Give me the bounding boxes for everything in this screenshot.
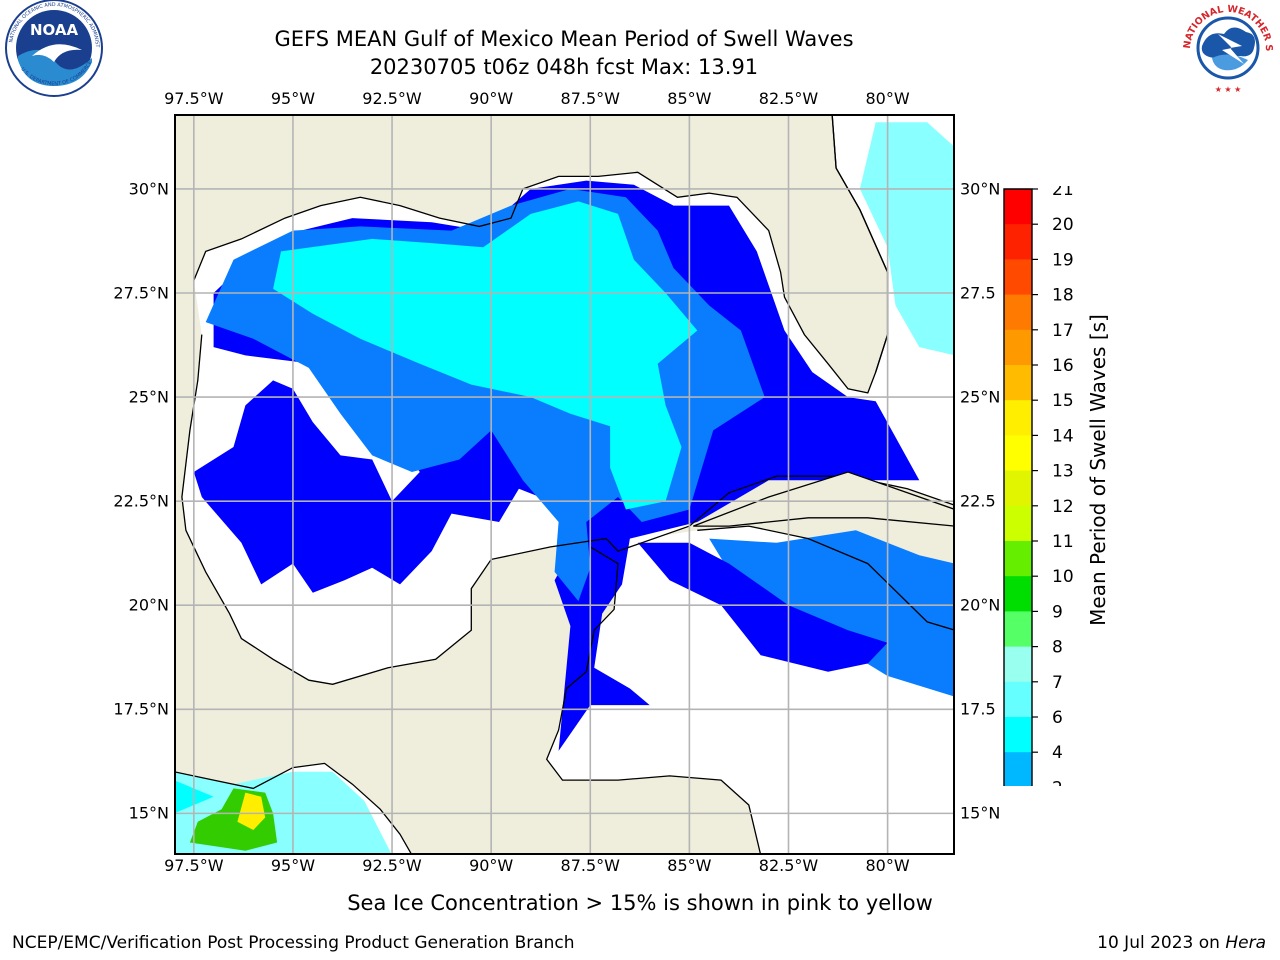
lat-tick-label-right: 17.5 [960, 699, 996, 719]
pacific-coastline [174, 762, 413, 855]
lon-tick-label-top: 80°W [865, 89, 910, 108]
nws-logo: NATIONAL WEATHER SERVICE ★ ★ ★ [1178, 0, 1274, 94]
lat-tick-label-left: 15°N [128, 803, 169, 823]
colorbar-band [1004, 435, 1032, 471]
lat-tick-label-right: 20°N [960, 595, 1001, 615]
colorbar-title: Mean Period of Swell Waves [s] [1086, 314, 1110, 626]
pacific-swell-13-14s [237, 792, 266, 830]
footer-host: Hera [1225, 933, 1266, 953]
colorbar: 21 20 19 18 17 16 15 14 13 12 11 10 9 8 7 6 4 2 [1003, 186, 1074, 786]
lon-tick-label-bottom: 92.5°W [362, 856, 422, 875]
lat-tick-label-left: 25°N [128, 387, 169, 407]
colorbar-band [1004, 752, 1032, 786]
colorbar-tick-label: 18 [1052, 286, 1074, 306]
colorbar-tick-label: 14 [1052, 426, 1074, 446]
lon-tick-label-bottom: 95°W [270, 856, 316, 875]
graticule [174, 114, 955, 855]
colorbar-tick-label: 11 [1052, 532, 1074, 552]
colorbar-band [1004, 576, 1032, 612]
chart-subtitle: 20230705 t06z 048h fcst Max: 13.91 [369, 55, 759, 79]
colorbar-band [1004, 541, 1032, 577]
footer-date: 10 Jul 2023 on Hera [1097, 933, 1266, 953]
footer-credit: NCEP/EMC/Verification Post Processing Pr… [12, 933, 575, 953]
svg-text:NOAA: NOAA [30, 21, 79, 39]
lon-tick-label-top: 90°W [469, 89, 514, 108]
colorbar-band [1004, 400, 1032, 436]
lon-tick-label-bottom: 87.5°W [560, 856, 620, 875]
lat-tick-label-right: 25°N [960, 387, 1001, 407]
atlantic-coastline [831, 114, 889, 373]
colorbar-band [1004, 329, 1032, 366]
caribbean-swell-8-9s [859, 122, 955, 356]
lon-tick-label-top: 85°W [667, 89, 712, 108]
lon-tick-label-top: 87.5°W [560, 89, 620, 108]
lon-tick-label-bottom: 85°W [667, 856, 712, 875]
colorbar-tick-label: 2 [1052, 778, 1063, 786]
lon-tick-label-top: 82.5°W [758, 89, 819, 108]
lon-tick-label-bottom: 97.5°W [164, 856, 224, 875]
colorbar-band [1004, 470, 1032, 507]
colorbar-band [1004, 505, 1032, 542]
colorbar-tick-label: 21 [1052, 186, 1074, 200]
footer-date-text: 10 Jul 2023 on [1097, 933, 1226, 953]
lon-tick-label-top: 92.5°W [362, 89, 422, 108]
colorbar-tick-label: 8 [1052, 638, 1063, 658]
colorbar-band [1004, 294, 1032, 331]
colorbar-tick-label: 13 [1052, 462, 1074, 482]
gulf-swell-6-8s [273, 201, 698, 510]
colorbar-tick-label: 12 [1052, 497, 1074, 517]
colorbar-band [1004, 681, 1032, 718]
gulf-swell-2-4s [637, 542, 888, 672]
colorbar-band [1004, 365, 1032, 401]
colorbar-band [1004, 224, 1032, 260]
lat-tick-label-right: 22.5 [960, 491, 996, 511]
colorbar-tick-label: 9 [1052, 602, 1063, 622]
colorbar-band [1004, 189, 1032, 225]
svg-text:★ ★ ★: ★ ★ ★ [1215, 85, 1242, 94]
map-border [174, 114, 955, 855]
sea-ice-note: Sea Ice Concentration > 15% is shown in … [347, 891, 933, 915]
colorbar-tick-label: 7 [1052, 673, 1063, 693]
lon-tick-label-bottom: 82.5°W [758, 856, 819, 875]
lat-tick-label-left: 22.5°N [113, 491, 169, 511]
colorbar-band [1004, 646, 1032, 683]
gulf-swell-4-6s [709, 530, 955, 697]
noaa-logo: NOAA NATIONAL OCEANIC AND ATMOSPHERIC AD… [2, 0, 103, 97]
gulf-of-mexico-map [174, 114, 955, 855]
colorbar-tick-label: 17 [1052, 321, 1074, 341]
lat-tick-label-left: 20°N [128, 595, 169, 615]
lon-tick-label-top: 95°W [270, 89, 316, 108]
colorbar-tick-label: 4 [1052, 743, 1063, 763]
swell-period-field [174, 122, 955, 855]
lat-tick-label-right: 15°N [960, 803, 1001, 823]
colorbar-tick-label: 15 [1052, 391, 1074, 411]
colorbar-tick-label: 16 [1052, 356, 1074, 376]
lon-tick-label-bottom: 80°W [865, 856, 910, 875]
lat-tick-label-right: 27.5 [960, 283, 996, 303]
cuba-outline [693, 471, 955, 527]
lat-tick-label-left: 17.5°N [113, 699, 169, 719]
colorbar-tick-label: 19 [1052, 250, 1074, 270]
lon-tick-label-bottom: 90°W [469, 856, 514, 875]
lat-tick-label-left: 27.5°N [113, 283, 169, 303]
lat-tick-label-right: 30°N [960, 179, 1001, 199]
colorbar-tick-label: 20 [1052, 215, 1074, 235]
colorbar-band [1004, 259, 1032, 295]
colorbar-band [1004, 611, 1032, 647]
chart-title: GEFS MEAN Gulf of Mexico Mean Period of … [274, 27, 854, 51]
lon-tick-label-top: 97.5°W [164, 89, 224, 108]
colorbar-tick-label: 6 [1052, 708, 1063, 728]
lat-tick-label-left: 30°N [128, 179, 169, 199]
colorbar-band [1004, 717, 1032, 753]
colorbar-tick-label: 10 [1052, 567, 1074, 587]
